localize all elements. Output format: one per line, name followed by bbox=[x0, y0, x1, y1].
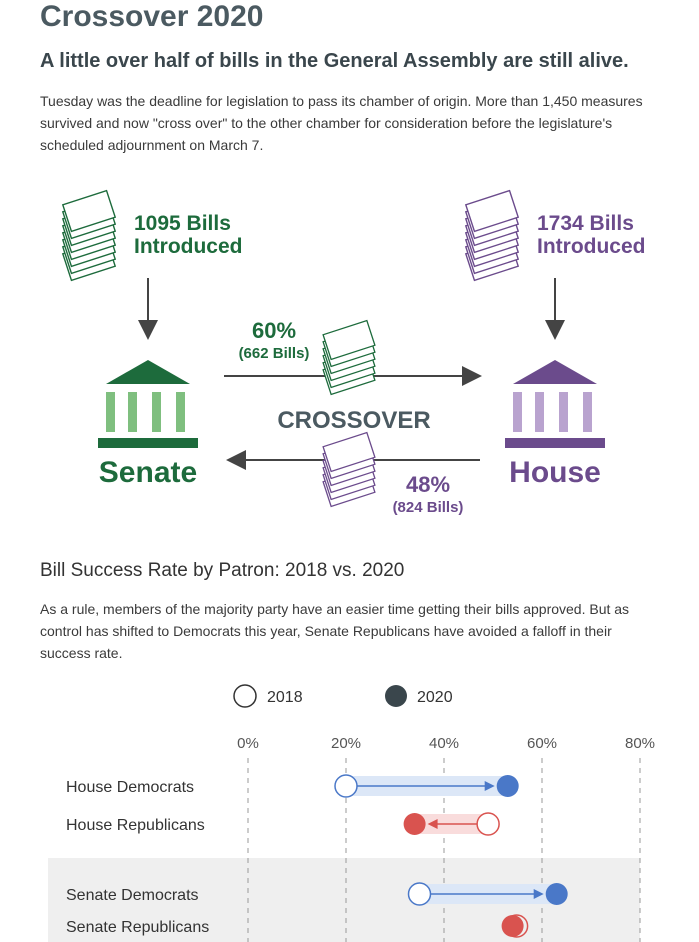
point-2018 bbox=[476, 812, 500, 836]
senate-bills-count: 1095 Bills bbox=[134, 212, 231, 235]
house-to-senate-percent: 48% bbox=[406, 472, 450, 497]
legend-2020-label: 2020 bbox=[417, 689, 453, 706]
intro-text: Tuesday was the deadline for legislation… bbox=[40, 93, 643, 153]
point-2020 bbox=[545, 883, 568, 905]
house-bills-introduced: Introduced bbox=[537, 235, 646, 258]
senate-bills-introduced: Introduced bbox=[134, 235, 243, 258]
success-rate-chart: 2018 2020 0% 20% 40% 60% 80% House Democrats Hou… bbox=[48, 684, 655, 942]
house-bills-count: 1734 Bills bbox=[537, 212, 634, 235]
crossover-purple-stack-icon bbox=[322, 431, 376, 508]
crossover-green-stack-icon bbox=[322, 319, 376, 396]
senate-to-house-percent: 60% bbox=[252, 318, 296, 343]
row-label: Senate Republicans bbox=[66, 919, 209, 936]
house-label: House bbox=[509, 456, 601, 489]
senate-label: Senate bbox=[99, 456, 197, 489]
row-label: House Republicans bbox=[66, 817, 205, 834]
senate-to-house-count: (662 Bills) bbox=[239, 345, 310, 362]
crossover-label: CROSSOVER bbox=[277, 407, 430, 434]
row-label: House Democrats bbox=[66, 779, 194, 796]
house-to-senate-count: (824 Bills) bbox=[393, 499, 464, 516]
x-tick-label: 20% bbox=[331, 735, 361, 752]
house-bill-stack-icon bbox=[464, 189, 520, 282]
section-text: As a rule, members of the majority party… bbox=[40, 601, 630, 661]
legend-2018-label: 2018 bbox=[267, 689, 303, 706]
point-2018 bbox=[504, 914, 529, 938]
legend-2018-marker bbox=[233, 684, 257, 708]
legend-2020-marker bbox=[385, 685, 407, 707]
change-arrowhead bbox=[533, 889, 544, 899]
point-2018 bbox=[334, 774, 358, 798]
point-2020 bbox=[496, 775, 519, 797]
row-label: Senate Democrats bbox=[66, 887, 199, 904]
point-2018 bbox=[407, 882, 432, 906]
page-title: Crossover 2020 bbox=[40, 0, 264, 33]
subtitle: A little over half of bills in the Gener… bbox=[40, 50, 629, 72]
senate-bill-stack-icon bbox=[61, 189, 117, 282]
x-tick-label: 60% bbox=[527, 735, 557, 752]
change-arrowhead bbox=[427, 819, 438, 829]
x-tick-label: 0% bbox=[237, 735, 259, 752]
section-title: Bill Success Rate by Patron: 2018 vs. 20… bbox=[40, 560, 405, 581]
x-tick-label: 80% bbox=[625, 735, 655, 752]
house-building-icon bbox=[505, 360, 605, 448]
point-2020 bbox=[403, 813, 426, 835]
senate-building-icon bbox=[98, 360, 198, 448]
change-arrowhead bbox=[484, 781, 495, 791]
x-tick-label: 40% bbox=[429, 735, 459, 752]
